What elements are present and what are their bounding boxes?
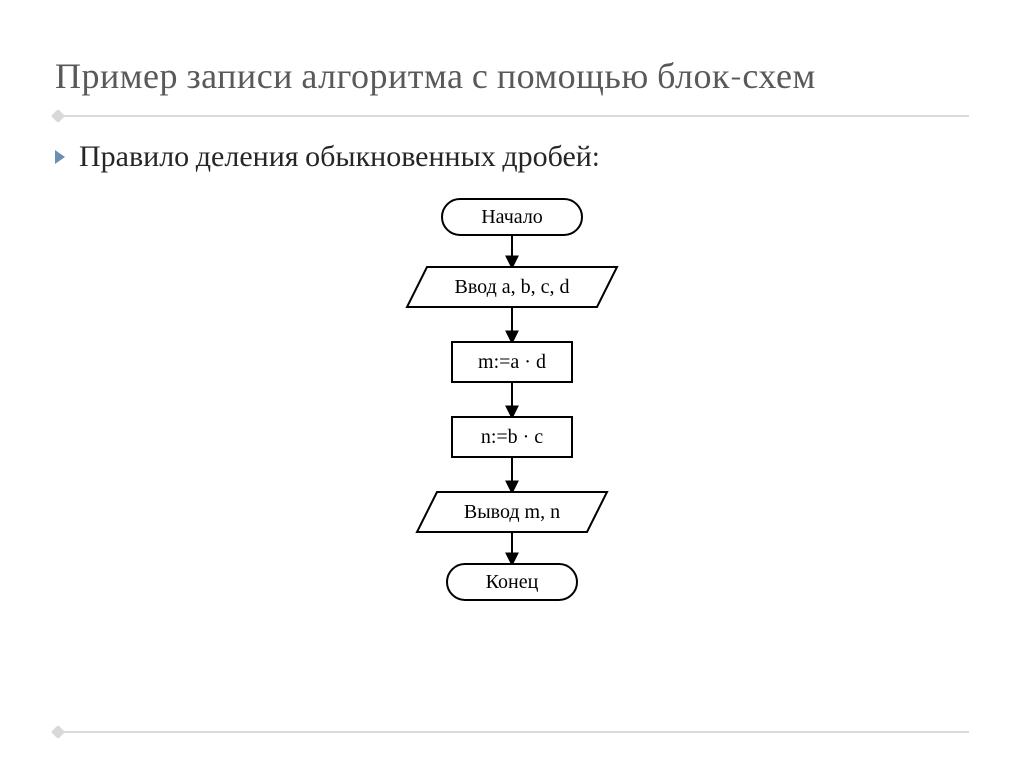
bullet-icon <box>55 150 65 164</box>
bullet-item: Правило деления обыкновенных дробей: <box>55 139 969 174</box>
svg-text:Ввод a, b, c, d: Ввод a, b, c, d <box>455 276 570 298</box>
flow-node-end: Конец <box>447 564 577 600</box>
title-divider <box>55 115 969 117</box>
flow-node-start: Начало <box>442 199 582 235</box>
bullet-text: Правило деления обыкновенных дробей: <box>79 139 600 174</box>
flow-node-p2: n:=b · c <box>452 417 572 457</box>
flow-node-p1: m:=a · d <box>452 342 572 382</box>
svg-text:Начало: Начало <box>481 206 543 228</box>
flow-node-input: Ввод a, b, c, d <box>407 267 617 307</box>
svg-text:m:=a · d: m:=a · d <box>478 351 546 373</box>
slide-title: Пример записи алгоритма с помощью блок-с… <box>55 55 969 109</box>
svg-text:Конец: Конец <box>486 571 539 593</box>
slide: Пример записи алгоритма с помощью блок-с… <box>0 0 1024 767</box>
flow-node-output: Вывод m, n <box>417 492 607 532</box>
flowchart: Начало Ввод a, b, c, d m:=a · d n:=b · c Выв… <box>352 192 672 612</box>
flowchart-container: Начало Ввод a, b, c, d m:=a · d n:=b · c Выв… <box>55 192 969 612</box>
svg-text:n:=b · c: n:=b · c <box>481 426 543 448</box>
footer-divider <box>55 731 969 733</box>
svg-text:Вывод m, n: Вывод m, n <box>464 501 560 523</box>
